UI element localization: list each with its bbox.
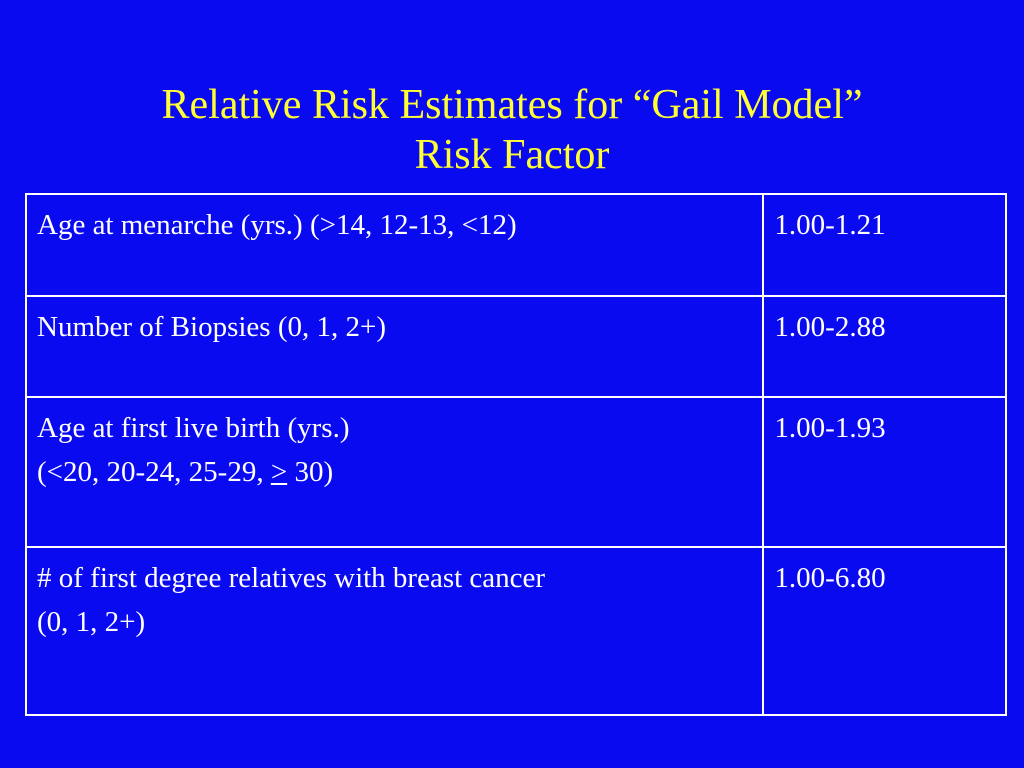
title-line-1: Relative Risk Estimates for “Gail Model” [161,82,863,128]
relative-risk-cell: 1.00-1.21 [762,193,1007,297]
risk-factor-table: Age at menarche (yrs.) (>14, 12-13, <12)… [24,193,1007,716]
categories-prefix: (<20, 20-24, 25-29, [37,456,271,488]
relative-risk-value: 1.00-1.21 [774,209,886,241]
risk-factor-categories: (0, 1, 2+) [37,606,146,638]
risk-factor-cell: # of first degree relatives with breast … [24,546,765,716]
relative-risk-value: 1.00-2.88 [774,311,886,343]
risk-factor-cell: Age at menarche (yrs.) (>14, 12-13, <12) [24,193,765,297]
title-line-2: Risk Factor [414,132,610,178]
relative-risk-value: 1.00-1.93 [774,412,886,444]
relative-risk-cell: 1.00-6.80 [762,546,1007,716]
risk-factor-label: # of first degree relatives with breast … [37,562,546,594]
relative-risk-value: 1.00-6.80 [774,562,886,594]
relative-risk-cell: 1.00-2.88 [762,295,1007,398]
greater-or-equal-symbol: > [270,456,288,488]
risk-factor-cell: Age at first live birth (yrs.) (<20, 20-… [24,396,765,548]
risk-factor-label: Age at first live birth (yrs.) [37,412,350,444]
risk-factor-categories: (<20, 20-24, 25-29, > 30) [37,450,752,494]
table-row: # of first degree relatives with breast … [24,546,1007,716]
risk-factor-label: Number of Biopsies (0, 1, 2+) [37,311,387,343]
slide-title: Relative Risk Estimates for “Gail Model”… [0,80,1024,180]
table-row: Number of Biopsies (0, 1, 2+) 1.00-2.88 [24,295,1007,398]
table-row: Age at first live birth (yrs.) (<20, 20-… [24,396,1007,548]
table-row: Age at menarche (yrs.) (>14, 12-13, <12)… [24,193,1007,297]
relative-risk-cell: 1.00-1.93 [762,396,1007,548]
categories-suffix: 30) [287,456,334,488]
risk-factor-label: Age at menarche (yrs.) (>14, 12-13, <12) [37,209,517,241]
risk-factor-cell: Number of Biopsies (0, 1, 2+) [24,295,765,398]
